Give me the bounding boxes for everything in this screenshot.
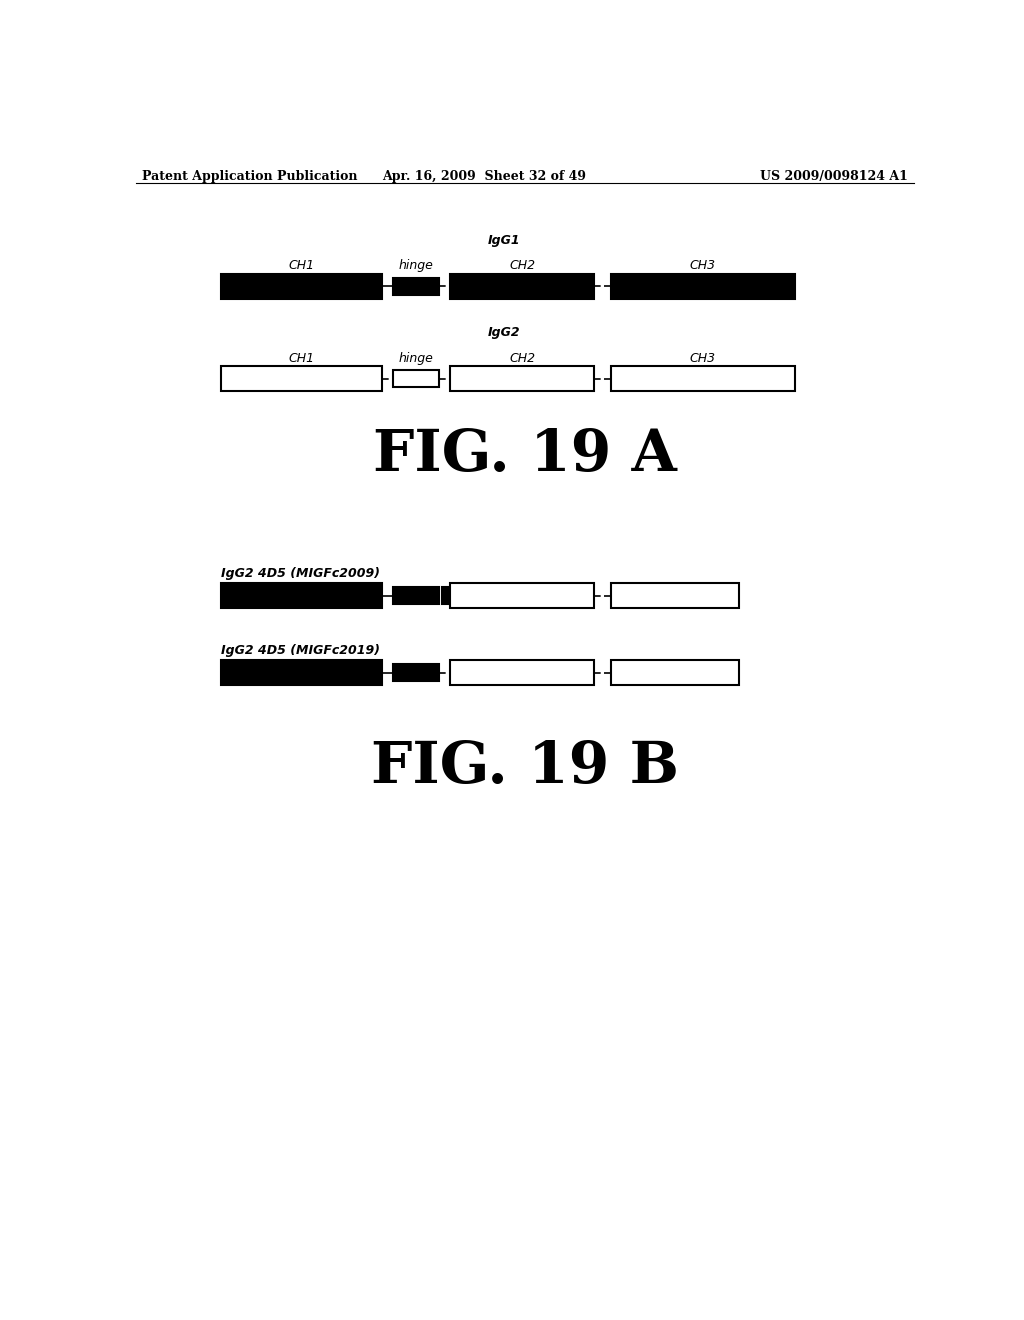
Bar xyxy=(221,367,382,391)
Text: IgG2 4D5 (MIGFc2009): IgG2 4D5 (MIGFc2009) xyxy=(221,568,380,581)
Text: FIG. 19 B: FIG. 19 B xyxy=(371,739,679,795)
Text: CH2: CH2 xyxy=(509,351,536,364)
Text: IgG2 4D5 (MIGFc2019): IgG2 4D5 (MIGFc2019) xyxy=(221,644,380,657)
Bar xyxy=(451,660,594,685)
Text: CH3: CH3 xyxy=(690,259,716,272)
Text: FIG. 19 A: FIG. 19 A xyxy=(373,426,677,483)
Bar xyxy=(393,664,439,681)
Bar xyxy=(611,583,739,609)
Text: CH1: CH1 xyxy=(288,259,314,272)
Bar xyxy=(451,583,594,609)
Text: IgG1: IgG1 xyxy=(487,234,520,247)
Bar xyxy=(442,587,487,605)
Text: Patent Application Publication: Patent Application Publication xyxy=(142,170,357,183)
Bar xyxy=(451,275,594,298)
Text: IgG2: IgG2 xyxy=(487,326,520,339)
Text: US 2009/0098124 A1: US 2009/0098124 A1 xyxy=(760,170,907,183)
Bar xyxy=(393,587,439,605)
Bar xyxy=(611,275,795,298)
Bar xyxy=(221,660,382,685)
Text: Apr. 16, 2009  Sheet 32 of 49: Apr. 16, 2009 Sheet 32 of 49 xyxy=(383,170,587,183)
Bar xyxy=(611,367,795,391)
Text: hinge: hinge xyxy=(398,259,433,272)
Bar xyxy=(393,370,439,387)
Text: hinge: hinge xyxy=(398,351,433,364)
Bar xyxy=(393,277,439,294)
Text: CH3: CH3 xyxy=(690,351,716,364)
Bar xyxy=(221,275,382,298)
Text: CH2: CH2 xyxy=(509,259,536,272)
Bar xyxy=(611,660,739,685)
Text: CH1: CH1 xyxy=(288,351,314,364)
Bar xyxy=(451,367,594,391)
Bar xyxy=(221,583,382,609)
